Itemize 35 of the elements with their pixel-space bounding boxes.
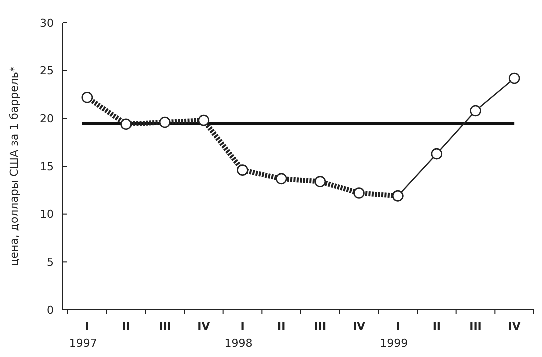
y-tick-label: 15: [40, 160, 54, 174]
x-tick-label: II: [277, 320, 286, 333]
text: 1997: [69, 337, 98, 350]
x-tick-label: II: [432, 320, 442, 333]
y-tick-label: 0: [47, 304, 54, 317]
point: [314, 176, 326, 188]
point: [354, 188, 365, 199]
x-tick-label: I: [396, 320, 400, 333]
x-tick-label: I: [85, 320, 90, 333]
point: [198, 114, 210, 126]
point: [508, 72, 520, 84]
y-tick-label: 30: [40, 16, 54, 30]
text: 1998: [224, 337, 253, 350]
x-tick-label: IV: [198, 320, 211, 333]
point: [431, 148, 443, 160]
y-tick-label: 5: [47, 256, 54, 270]
y-axis-title: цена, доллары США за 1 баррель*: [8, 66, 21, 266]
y-tick-label: 10: [40, 208, 54, 222]
x-tick-label: III: [158, 320, 172, 333]
x-tick-label: III: [314, 320, 327, 333]
x-tick-label: II: [122, 320, 130, 333]
x-tick-label: IV: [352, 320, 366, 333]
point: [82, 92, 94, 104]
point: [276, 173, 288, 185]
y-tick-label: 20: [40, 112, 54, 126]
text: 1999: [380, 337, 408, 350]
point: [159, 116, 171, 128]
y-tick-label: 25: [40, 64, 54, 78]
point: [470, 105, 482, 117]
point: [120, 118, 132, 130]
x-tick-label: III: [470, 320, 482, 333]
x-tick-label: I: [240, 320, 245, 333]
point: [237, 164, 248, 176]
point: [392, 190, 404, 202]
x-tick-label: IV: [508, 320, 522, 333]
